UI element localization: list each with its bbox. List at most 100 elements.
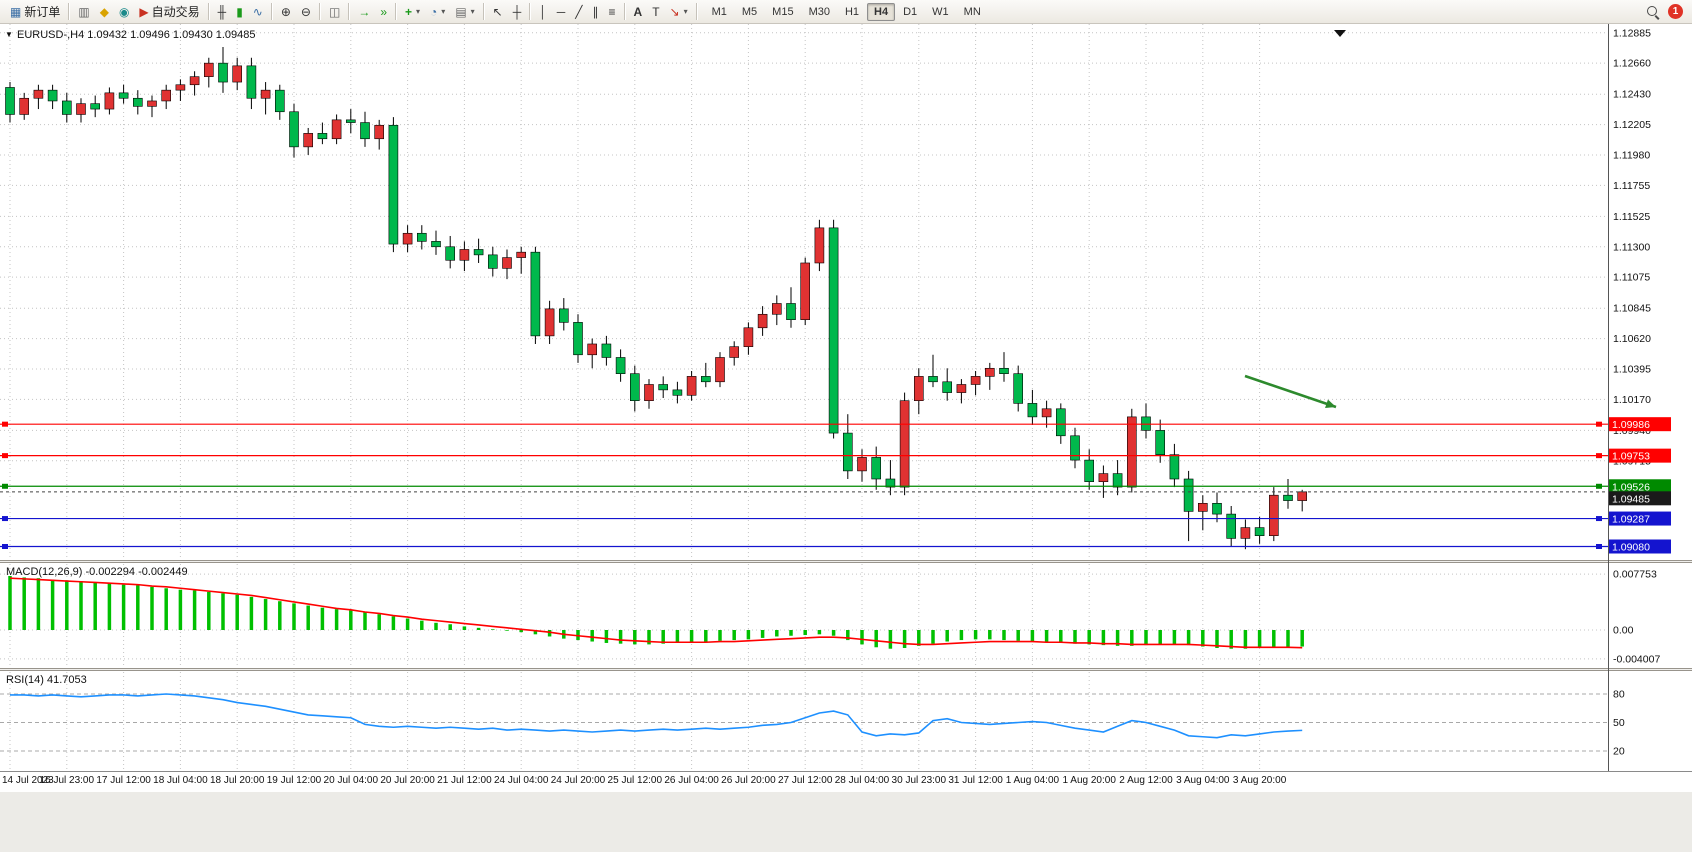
- svg-text:1.11525: 1.11525: [1613, 211, 1650, 223]
- svg-text:1.10845: 1.10845: [1613, 303, 1651, 315]
- market-watch-button[interactable]: ◆: [95, 2, 114, 22]
- trendline-icon: ╱: [575, 4, 583, 19]
- channel-button[interactable]: ∥: [588, 2, 604, 22]
- candlestick-chart-button[interactable]: ▮: [231, 2, 248, 22]
- timeframe-d1[interactable]: D1: [896, 3, 924, 21]
- timeframe-m15[interactable]: M15: [765, 3, 800, 21]
- svg-text:19 Jul 12:00: 19 Jul 12:00: [267, 775, 322, 786]
- chart-shift-icon: »: [380, 4, 388, 19]
- svg-text:1.12430: 1.12430: [1613, 89, 1651, 101]
- line-chart-icon: ∿: [252, 4, 263, 19]
- text-label-icon: T: [652, 4, 660, 19]
- svg-text:1 Aug 20:00: 1 Aug 20:00: [1063, 775, 1117, 786]
- trendline-button[interactable]: ╱: [570, 2, 587, 22]
- charts-button[interactable]: ▥: [73, 2, 94, 22]
- svg-text:1.10620: 1.10620: [1613, 333, 1651, 345]
- toolbar-right-cluster: 1: [1646, 4, 1687, 19]
- periods-button[interactable]: ◔ ▾: [425, 2, 450, 22]
- toolbar-separator: [348, 3, 351, 20]
- svg-text:3 Aug 04:00: 3 Aug 04:00: [1176, 775, 1230, 786]
- navigator-icon: ◉: [118, 4, 130, 19]
- arrow-shape-icon: ↘: [669, 4, 680, 19]
- timeframe-w1[interactable]: W1: [925, 3, 956, 21]
- chevron-down-icon: ▾: [683, 7, 688, 16]
- chevron-down-icon: ▾: [441, 7, 446, 16]
- svg-text:1.09485: 1.09485: [1612, 493, 1650, 505]
- svg-text:27 Jul 12:00: 27 Jul 12:00: [778, 775, 833, 786]
- clock-icon: ◔: [430, 4, 438, 19]
- indicators-icon: +: [405, 4, 413, 19]
- svg-text:3 Aug 20:00: 3 Aug 20:00: [1233, 775, 1287, 786]
- svg-text:1.12885: 1.12885: [1613, 27, 1651, 39]
- tile-windows-button[interactable]: ◫: [324, 2, 345, 22]
- timeframe-h1[interactable]: H1: [838, 3, 866, 21]
- bar-chart-icon: ╫: [217, 4, 227, 19]
- toolbar-separator: [270, 3, 273, 20]
- text-label-button[interactable]: T: [647, 2, 664, 22]
- svg-text:1.11075: 1.11075: [1613, 272, 1650, 284]
- svg-text:30 Jul 23:00: 30 Jul 23:00: [892, 775, 947, 786]
- toolbar-separator: [68, 3, 71, 20]
- channel-icon: ∥: [592, 4, 599, 19]
- toolbar-separator: [695, 3, 698, 20]
- svg-text:1.09287: 1.09287: [1612, 514, 1650, 526]
- market-watch-icon: ◆: [99, 4, 109, 19]
- svg-text:80: 80: [1613, 689, 1625, 701]
- svg-text:25 Jul 12:00: 25 Jul 12:00: [608, 775, 663, 786]
- svg-text:1.11300: 1.11300: [1613, 241, 1650, 253]
- timeframe-h4[interactable]: H4: [867, 2, 896, 21]
- svg-text:1.09526: 1.09526: [1612, 481, 1650, 493]
- svg-text:-0.004007: -0.004007: [1613, 653, 1660, 665]
- svg-text:1 Aug 04:00: 1 Aug 04:00: [1006, 775, 1060, 786]
- timeframe-mn[interactable]: MN: [957, 3, 988, 21]
- svg-text:26 Jul 20:00: 26 Jul 20:00: [721, 775, 776, 786]
- svg-text:1.10170: 1.10170: [1613, 394, 1651, 406]
- auto-scroll-button[interactable]: →: [353, 2, 375, 22]
- shapes-button[interactable]: ↘ ▾: [665, 2, 693, 22]
- indicators-button[interactable]: + ▾: [400, 2, 425, 22]
- chevron-down-icon: ▾: [416, 7, 421, 16]
- svg-text:1.11755: 1.11755: [1613, 180, 1650, 192]
- timeframe-m30[interactable]: M30: [802, 3, 837, 21]
- toolbar-separator: [207, 3, 210, 20]
- crosshair-button[interactable]: ┼: [508, 2, 527, 22]
- cursor-button[interactable]: ↖: [488, 2, 508, 22]
- svg-text:24 Jul 04:00: 24 Jul 04:00: [494, 775, 549, 786]
- vertical-line-button[interactable]: │: [534, 2, 552, 22]
- toolbar: ▦ 新订单 ▥ ◆ ◉ ▶ 自动交易 ╫ ▮ ∿ ⊕ ⊖: [0, 0, 1692, 24]
- new-order-button[interactable]: ▦ 新订单: [5, 2, 65, 22]
- svg-text:1.09080: 1.09080: [1612, 541, 1650, 553]
- svg-text:RSI(14) 41.7053: RSI(14) 41.7053: [6, 674, 87, 686]
- vertical-line-icon: │: [539, 4, 547, 19]
- templates-button[interactable]: ▤ ▾: [450, 2, 479, 22]
- timeframe-m1[interactable]: M1: [705, 3, 734, 21]
- search-icon[interactable]: [1646, 5, 1660, 19]
- svg-text:28 Jul 04:00: 28 Jul 04:00: [835, 775, 890, 786]
- toolbar-separator: [529, 3, 532, 20]
- horizontal-line-icon: ─: [556, 4, 566, 19]
- tile-windows-icon: ◫: [328, 4, 341, 19]
- line-chart-button[interactable]: ∿: [248, 2, 268, 22]
- svg-text:18 Jul 04:00: 18 Jul 04:00: [153, 775, 208, 786]
- svg-text:0.00: 0.00: [1613, 625, 1634, 637]
- text-button[interactable]: A: [629, 2, 648, 22]
- zoom-out-button[interactable]: ⊖: [296, 2, 316, 22]
- horizontal-line-button[interactable]: ─: [552, 2, 571, 22]
- svg-text:20: 20: [1613, 746, 1625, 758]
- zoom-in-button[interactable]: ⊕: [276, 2, 296, 22]
- svg-text:1.09753: 1.09753: [1612, 451, 1650, 463]
- auto-trading-button[interactable]: ▶ 自动交易: [134, 2, 204, 22]
- navigator-button[interactable]: ◉: [114, 2, 134, 22]
- timeframe-m5[interactable]: M5: [735, 3, 764, 21]
- fibonacci-button[interactable]: ≡: [604, 2, 621, 22]
- notification-badge[interactable]: 1: [1668, 4, 1683, 19]
- toolbar-separator: [482, 3, 485, 20]
- svg-text:MACD(12,26,9) -0.002294 -0.002: MACD(12,26,9) -0.002294 -0.002449: [6, 566, 188, 578]
- svg-text:24 Jul 20:00: 24 Jul 20:00: [551, 775, 606, 786]
- svg-text:26 Jul 04:00: 26 Jul 04:00: [664, 775, 719, 786]
- timeframe-group: M1 M5 M15 M30 H1 H4 D1 W1 MN: [705, 2, 988, 21]
- bar-chart-button[interactable]: ╫: [213, 2, 232, 22]
- chart-shift-button[interactable]: »: [375, 2, 392, 22]
